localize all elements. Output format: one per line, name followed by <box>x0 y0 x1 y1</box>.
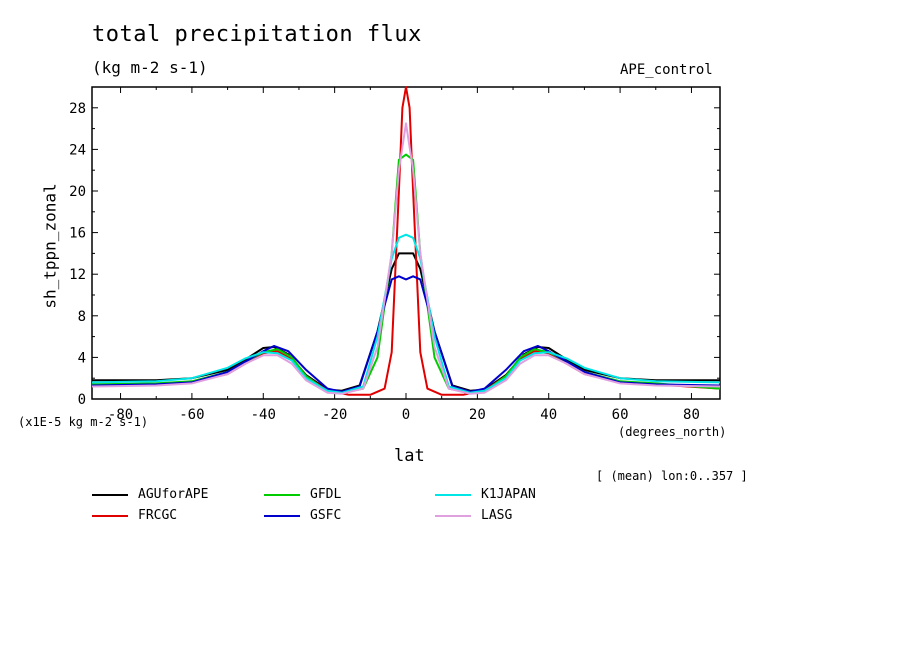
x-tick-label: 60 <box>612 407 629 423</box>
x-tick-label: -40 <box>251 407 276 423</box>
chart-units: (kg m-2 s-1) <box>92 58 208 77</box>
y-tick-label: 16 <box>69 226 86 242</box>
y-tick-label: 12 <box>69 267 86 283</box>
x-tick-label: 20 <box>469 407 486 423</box>
y-tick-label: 20 <box>69 184 86 200</box>
x-axis-label: lat <box>394 446 425 466</box>
y-tick-label: 0 <box>78 392 86 408</box>
x-tick-label: -60 <box>179 407 204 423</box>
y-axis-units: (x1E-5 kg m-2 s-1) <box>18 415 149 429</box>
series-line-k1japan <box>91 233 721 394</box>
y-tick-label: 8 <box>78 309 86 325</box>
x-tick-label: 0 <box>402 407 410 423</box>
run-label: APE_control <box>620 62 713 78</box>
y-tick-label: 28 <box>69 101 86 117</box>
averaging-note: [ (mean) lon:0..357 ] <box>596 469 748 483</box>
y-tick-label: 24 <box>69 142 86 158</box>
series-line-aguforape <box>92 252 720 392</box>
x-tick-label: -80 <box>108 407 133 423</box>
series-line-frcgc <box>92 86 721 396</box>
x-tick-label: 80 <box>683 407 700 423</box>
series-line-gsfc <box>91 275 721 393</box>
x-axis-units: (degrees_north) <box>618 425 727 439</box>
x-tick-label: -20 <box>322 407 347 423</box>
x-tick-label: 40 <box>540 407 557 423</box>
chart-title: total precipitation flux <box>92 22 422 47</box>
series-line-gfdl <box>91 153 721 394</box>
series-line-lasg <box>91 122 721 395</box>
y-tick-label: 4 <box>78 350 86 366</box>
plot-frame <box>91 86 721 400</box>
